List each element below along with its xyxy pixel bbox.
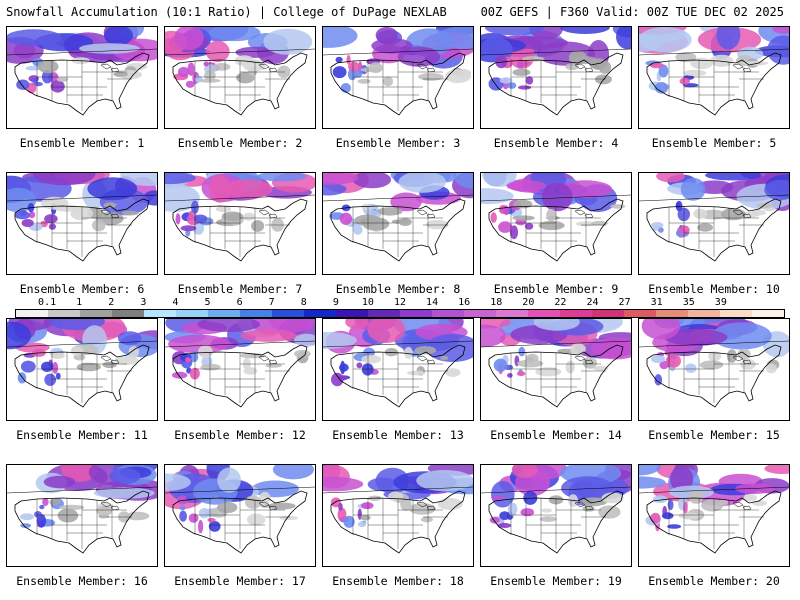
colorbar-swatch	[624, 310, 656, 317]
map-title: Snowfall Accumulation (10:1 Ratio) | Col…	[6, 5, 447, 19]
colorbar-swatch	[240, 310, 272, 317]
ensemble-member-map	[6, 26, 158, 129]
ensemble-member-label: Ensemble Member: 1	[19, 136, 145, 150]
colorbar-swatch	[208, 310, 240, 317]
colorbar-swatch	[464, 310, 496, 317]
ensemble-member-map	[480, 26, 632, 129]
ensemble-member-label: Ensemble Member: 9	[493, 282, 619, 296]
ensemble-member-map	[164, 26, 316, 129]
colorbar-tick-label: 4	[172, 297, 179, 308]
ensemble-member-map	[6, 464, 158, 567]
ensemble-member-label: Ensemble Member: 5	[651, 136, 777, 150]
colorbar-swatch	[528, 310, 560, 317]
colorbar-swatch	[400, 310, 432, 317]
colorbar-tick-label: 5	[204, 297, 211, 308]
ensemble-member-label: Ensemble Member: 7	[177, 282, 303, 296]
ensemble-member-label: Ensemble Member: 12	[174, 428, 306, 442]
colorbar-tick-label: 3	[140, 297, 147, 308]
colorbar-swatch	[752, 310, 784, 317]
colorbar-tick-label: 16	[458, 297, 471, 308]
ensemble-member-label: Ensemble Member: 19	[490, 574, 622, 588]
ensemble-member-label: Ensemble Member: 6	[19, 282, 145, 296]
ensemble-member-map	[164, 318, 316, 421]
colorbar-tick-label: 39	[714, 297, 727, 308]
ensemble-member-label: Ensemble Member: 17	[174, 574, 306, 588]
colorbar-tick-label: 22	[554, 297, 567, 308]
colorbar-swatch	[144, 310, 176, 317]
ensemble-member-map	[322, 26, 474, 129]
ensemble-member-map	[6, 172, 158, 275]
colorbar-tick-label: 8	[300, 297, 307, 308]
ensemble-member-map	[164, 464, 316, 567]
ensemble-member-label: Ensemble Member: 18	[332, 574, 464, 588]
ensemble-member-map	[480, 464, 632, 567]
colorbar-tick-label: 9	[332, 297, 339, 308]
colorbar-tick-label: 12	[393, 297, 407, 308]
colorbar-swatch	[656, 310, 688, 317]
colorbar-swatch	[48, 310, 80, 317]
ensemble-member-map	[480, 318, 632, 421]
ensemble-member-label: Ensemble Member: 11	[16, 428, 148, 442]
colorbar-swatch	[336, 310, 368, 317]
ensemble-member-label: Ensemble Member: 13	[332, 428, 464, 442]
colorbar-tick-label: 10	[361, 297, 374, 308]
colorbar-tick-label: 0.1	[38, 297, 57, 308]
ensemble-member-map	[480, 172, 632, 275]
colorbar-tick-label: 31	[650, 297, 663, 308]
ensemble-member-label: Ensemble Member: 14	[490, 428, 622, 442]
colorbar-swatch	[80, 310, 112, 317]
ensemble-member-label: Ensemble Member: 15	[648, 428, 780, 442]
ensemble-member-label: Ensemble Member: 8	[335, 282, 461, 296]
colorbar-swatch	[176, 310, 208, 317]
colorbar-tick-label: 14	[426, 297, 439, 308]
colorbar-tick-label: 2	[108, 297, 115, 308]
colorbar-swatch	[112, 310, 144, 317]
colorbar-swatch	[16, 310, 48, 317]
ensemble-member-map	[638, 318, 790, 421]
colorbar-tick-label: 20	[522, 297, 535, 308]
colorbar-swatch	[592, 310, 624, 317]
ensemble-member-map	[6, 318, 158, 421]
colorbar-swatch	[304, 310, 336, 317]
colorbar-swatch	[496, 310, 528, 317]
colorbar-tick-label: 24	[586, 297, 599, 308]
ensemble-member-map	[322, 464, 474, 567]
ensemble-member-map	[164, 172, 316, 275]
ensemble-member-label: Ensemble Member: 3	[335, 136, 461, 150]
ensemble-member-label: Ensemble Member: 20	[648, 574, 780, 588]
model-valid-time: 00Z GEFS | F360 Valid: 00Z TUE DEC 02 20…	[480, 5, 784, 19]
colorbar-swatch	[368, 310, 400, 317]
ensemble-member-map	[638, 26, 790, 129]
colorbar-tick-label: 6	[236, 297, 243, 308]
colorbar-tick-label: 7	[268, 297, 275, 308]
ensemble-member-map	[322, 172, 474, 275]
colorbar-swatch	[272, 310, 304, 317]
ensemble-member-label: Ensemble Member: 10	[648, 282, 780, 296]
colorbar-tick-label: 1	[76, 297, 83, 308]
ensemble-member-label: Ensemble Member: 2	[177, 136, 303, 150]
colorbar-swatch	[432, 310, 464, 317]
ensemble-member-map	[322, 318, 474, 421]
colorbar-tick-label: 18	[490, 297, 503, 308]
colorbar-swatch	[720, 310, 752, 317]
colorbar-swatch	[688, 310, 720, 317]
colorbar-tick-label: 27	[618, 297, 631, 308]
snowfall-colorbar	[15, 309, 785, 318]
ensemble-member-map	[638, 464, 790, 567]
colorbar-tick-label: 35	[682, 297, 695, 308]
colorbar-swatch	[560, 310, 592, 317]
ensemble-member-label: Ensemble Member: 4	[493, 136, 619, 150]
ensemble-member-label: Ensemble Member: 16	[16, 574, 148, 588]
ensemble-member-map	[638, 172, 790, 275]
